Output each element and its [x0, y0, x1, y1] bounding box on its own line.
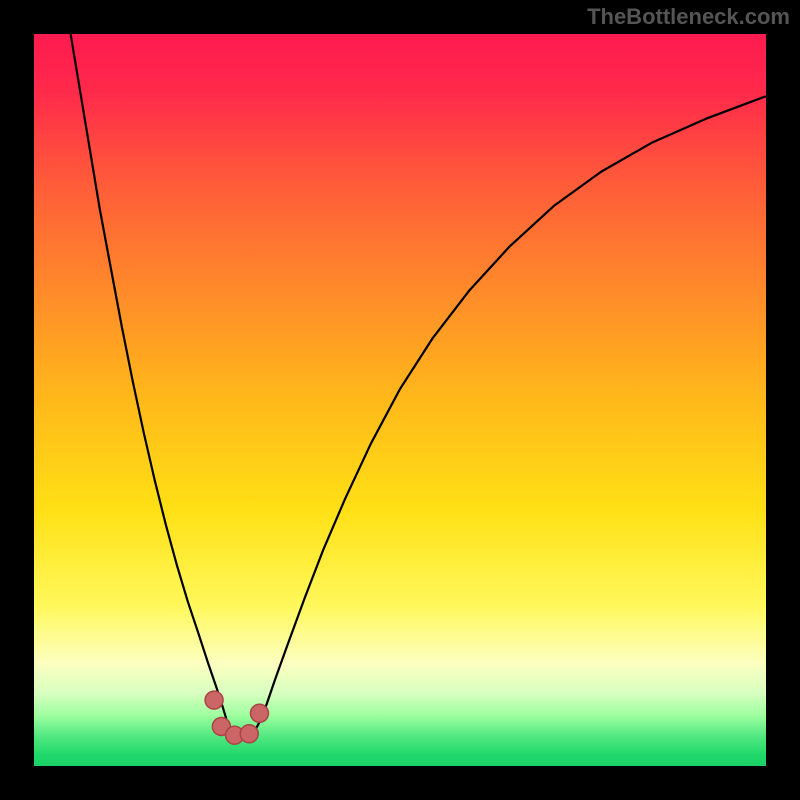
chart-svg	[34, 34, 766, 766]
gradient-background	[34, 34, 766, 766]
plot-area	[34, 34, 766, 766]
min-marker	[205, 691, 223, 709]
chart-canvas: TheBottleneck.com	[0, 0, 800, 800]
min-marker	[240, 725, 258, 743]
min-marker	[250, 704, 268, 722]
watermark-text: TheBottleneck.com	[587, 4, 790, 30]
